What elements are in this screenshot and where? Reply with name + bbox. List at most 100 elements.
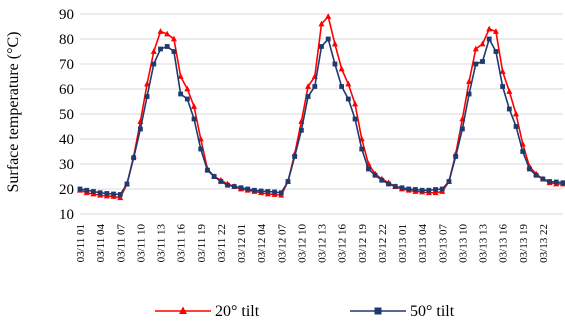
data-point (124, 181, 130, 187)
data-point (553, 179, 559, 185)
gridlines (80, 13, 563, 215)
data-point (339, 84, 345, 89)
x-tick-label: 03/13 04 (417, 224, 429, 263)
x-tick-label: 03/11 04 (95, 224, 107, 263)
data-point (439, 186, 445, 192)
data-point (492, 28, 499, 34)
data-point (345, 96, 351, 102)
data-point (486, 25, 493, 32)
data-point (198, 146, 204, 152)
data-point (379, 177, 385, 183)
data-point (345, 80, 352, 87)
data-point (332, 61, 338, 67)
data-point (191, 103, 198, 109)
data-point (325, 36, 331, 42)
y-tick-label: 10 (59, 207, 74, 223)
data-point (164, 30, 171, 37)
data-point (77, 186, 83, 192)
x-tick-label: 03/13 19 (518, 224, 530, 263)
x-tick-label: 03/12 04 (256, 224, 268, 263)
x-tick-label: 03/13 16 (498, 224, 510, 263)
data-point (359, 146, 365, 152)
x-tick-label: 03/11 16 (176, 224, 188, 263)
data-point (560, 180, 565, 186)
data-point (540, 176, 546, 182)
data-point (500, 84, 506, 89)
data-point (104, 191, 110, 196)
legend-entry-2: 50° tilt (350, 303, 455, 320)
data-point (506, 88, 513, 94)
data-point (231, 184, 237, 189)
data-point (513, 110, 520, 117)
data-point (352, 116, 358, 122)
data-point (157, 28, 164, 34)
y-tick-label: 80 (59, 32, 74, 48)
x-axis-ticks: 03/11 01 03/11 04 03/11 07 03/11 10 03/11 13… (75, 224, 550, 263)
data-point (520, 149, 526, 154)
data-point (459, 126, 465, 132)
data-point (486, 36, 492, 42)
data-point (150, 48, 157, 54)
data-point (272, 189, 277, 195)
data-point (225, 182, 230, 188)
x-tick-label: 03/11 07 (115, 224, 127, 263)
x-tick-label: 03/11 13 (156, 224, 168, 263)
data-point (472, 45, 479, 52)
data-point (205, 167, 210, 173)
y-tick-label: 50 (59, 107, 74, 123)
data-point (278, 190, 284, 196)
legend: 20° tilt 50° tilt (155, 303, 455, 320)
x-tick-label: 03/13 01 (397, 224, 409, 263)
data-point (111, 191, 116, 197)
data-point (178, 91, 184, 97)
data-point (170, 35, 177, 42)
data-point (433, 187, 438, 192)
legend-marker (374, 307, 382, 315)
data-point (184, 85, 191, 92)
series-line (79, 14, 563, 199)
data-point (305, 83, 312, 89)
x-tick-label: 03/11 19 (196, 224, 208, 263)
data-point (446, 179, 452, 184)
data-point (406, 186, 412, 192)
data-point (413, 187, 418, 192)
data-point (473, 61, 479, 67)
legend-marker (179, 306, 187, 314)
data-point (252, 187, 257, 193)
data-point (258, 188, 264, 194)
data-point (493, 49, 499, 54)
x-tick-label: 03/12 13 (317, 224, 329, 263)
data-point (527, 166, 532, 172)
x-tick-label: 03/11 10 (135, 224, 147, 263)
y-tick-label: 40 (59, 132, 74, 148)
data-point (298, 127, 304, 133)
y-tick-label: 30 (59, 157, 74, 173)
x-tick-label: 03/12 10 (296, 224, 308, 263)
data-point (265, 189, 271, 194)
data-point (305, 94, 311, 99)
data-point (117, 194, 124, 201)
data-point (318, 20, 325, 27)
x-tick-label: 03/13 07 (437, 224, 449, 263)
x-tick-label: 03/12 16 (337, 224, 349, 263)
data-point (331, 40, 338, 47)
data-point (184, 96, 190, 102)
data-point (238, 185, 244, 191)
data-point (245, 186, 251, 192)
data-point (432, 189, 439, 196)
y-tick-label: 90 (59, 7, 74, 23)
data-point (285, 179, 291, 184)
data-point (399, 185, 405, 191)
data-point (325, 13, 332, 19)
data-point (392, 184, 398, 189)
data-point (419, 187, 425, 193)
data-point (338, 65, 345, 72)
data-point (466, 78, 473, 84)
data-point (144, 80, 151, 87)
x-tick-label: 03/12 01 (236, 224, 248, 263)
y-tick-label: 20 (59, 182, 74, 198)
x-tick-label: 03/12 07 (276, 224, 288, 263)
data-point (499, 68, 506, 74)
y-axis-ticks: 10 20 30 40 50 60 70 80 90 (59, 7, 74, 223)
